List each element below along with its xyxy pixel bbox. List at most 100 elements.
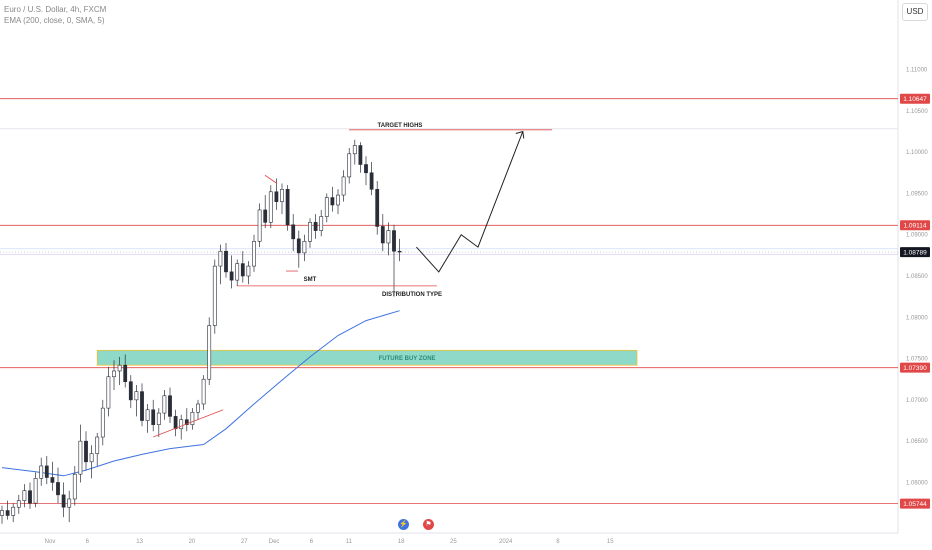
annotation-target-highs: TARGET HIGHS <box>378 123 423 129</box>
candle-body <box>84 440 88 463</box>
candle-body <box>89 453 94 463</box>
candle-body <box>397 250 402 253</box>
candle-body <box>39 465 44 479</box>
projection-path <box>416 131 524 273</box>
price-tags: 1.10647 1.09114 1.07390 1.05744 1.08789 <box>900 93 930 509</box>
candle-body <box>16 500 21 508</box>
symbol-title[interactable]: Euro / U.S. Dollar, 4h, FXCM <box>4 5 107 14</box>
us-flag-event-icon[interactable]: ⚑ <box>423 519 434 530</box>
candle-body <box>296 238 301 254</box>
level-price-label: 1.10647 <box>903 96 927 103</box>
candle-body <box>324 197 329 217</box>
level-price-tag <box>900 93 930 104</box>
candle-body <box>67 498 72 508</box>
candle-body <box>140 391 144 421</box>
grid <box>0 0 899 534</box>
y-tick-label: 1.10000 <box>906 150 928 156</box>
candle-body <box>156 412 161 425</box>
candle-body <box>380 226 385 244</box>
candle-body <box>50 477 55 483</box>
y-axis: 1.11000 1.10500 1.10000 1.09500 1.09000 1.085… <box>906 68 928 487</box>
candle-body <box>313 222 318 231</box>
x-tick-label: 20 <box>189 539 196 545</box>
x-tick-label: 11 <box>346 539 353 545</box>
trend-line <box>153 409 224 438</box>
candle-body <box>224 250 228 273</box>
y-tick-label: 1.08500 <box>906 274 928 280</box>
candle-body <box>151 409 156 425</box>
candle-body <box>302 241 307 254</box>
y-tick-label: 1.06500 <box>906 439 928 445</box>
current-price-tag <box>900 247 930 258</box>
current-price-label: 1.08789 <box>903 249 927 256</box>
high-marker-line <box>264 174 278 184</box>
candle-body <box>240 263 245 277</box>
lightning-event-icon[interactable]: ⚡ <box>398 519 409 530</box>
y-tick-label: 1.06000 <box>906 480 928 486</box>
candle-body <box>246 265 251 277</box>
candle-body <box>268 191 273 223</box>
projection-arrowhead <box>515 130 525 139</box>
level-price-tag <box>900 362 930 373</box>
zone-rect <box>96 349 638 366</box>
chart-legend: Euro / U.S. Dollar, 4h, FXCM EMA (200, c… <box>4 4 106 26</box>
y-tick-label: 1.07500 <box>906 357 928 363</box>
candle-body <box>274 191 279 202</box>
candle-body <box>369 172 374 190</box>
candle-body <box>0 510 4 516</box>
candle-body <box>196 403 200 413</box>
x-axis: Nov 6 13 20 27 Dec 6 11 18 25 2024 8 15 <box>45 539 615 545</box>
x-tick-label: 15 <box>607 539 614 545</box>
level-price-label: 1.07390 <box>903 365 927 372</box>
candle-body <box>162 395 167 414</box>
candle-body <box>123 364 128 383</box>
candle-body <box>179 419 184 430</box>
y-tick-label: 1.08000 <box>906 315 928 321</box>
candle-body <box>285 188 290 226</box>
candle-body <box>280 188 284 202</box>
x-tick-label: 6 <box>310 539 314 545</box>
zone-label: FUTURE BUY ZONE <box>379 356 436 362</box>
x-tick-label: Nov <box>45 539 56 545</box>
candle-body <box>218 250 223 267</box>
candle-body <box>291 224 296 240</box>
ema-polyline <box>1 310 400 477</box>
candle-body <box>308 222 312 242</box>
candle-body <box>257 209 262 242</box>
x-tick-label: Dec <box>269 539 280 545</box>
horizontal-levels <box>0 98 898 504</box>
candle-body <box>229 271 234 281</box>
annotation-distribution-type: DISTRIBUTION TYPE <box>382 292 442 298</box>
candle-body <box>190 411 195 425</box>
annotations: TARGET HIGHS SMT DISTRIBUTION TYPE <box>304 123 442 298</box>
x-tick-label: 27 <box>241 539 248 545</box>
candle-body <box>56 482 60 496</box>
future-buy-zone: FUTURE BUY ZONE <box>96 349 638 366</box>
candle-body <box>128 381 133 401</box>
candle-body <box>134 391 139 401</box>
candle-body <box>95 436 100 454</box>
candle-body <box>11 506 16 516</box>
candle-body <box>235 263 240 281</box>
candles <box>0 139 402 524</box>
candle-body <box>392 230 396 252</box>
candle-body <box>263 209 268 223</box>
x-tick-label: 8 <box>556 539 560 545</box>
level-price-tag <box>900 498 930 509</box>
candle-body <box>100 407 105 438</box>
candle-body <box>252 241 256 267</box>
candle-body <box>336 194 340 206</box>
candle-body <box>364 164 368 174</box>
candle-body <box>145 409 150 421</box>
candle-body <box>28 490 32 504</box>
currency-button[interactable]: USD <box>902 3 928 21</box>
candle-body <box>168 395 172 417</box>
candle-body <box>61 494 66 508</box>
indicator-title[interactable]: EMA (200, close, 0, SMA, 5) <box>4 16 105 25</box>
candle-body <box>319 216 324 231</box>
candle-body <box>33 478 38 504</box>
y-tick-label: 1.09500 <box>906 191 928 197</box>
candle-body <box>352 145 357 155</box>
candle-body <box>330 197 335 206</box>
